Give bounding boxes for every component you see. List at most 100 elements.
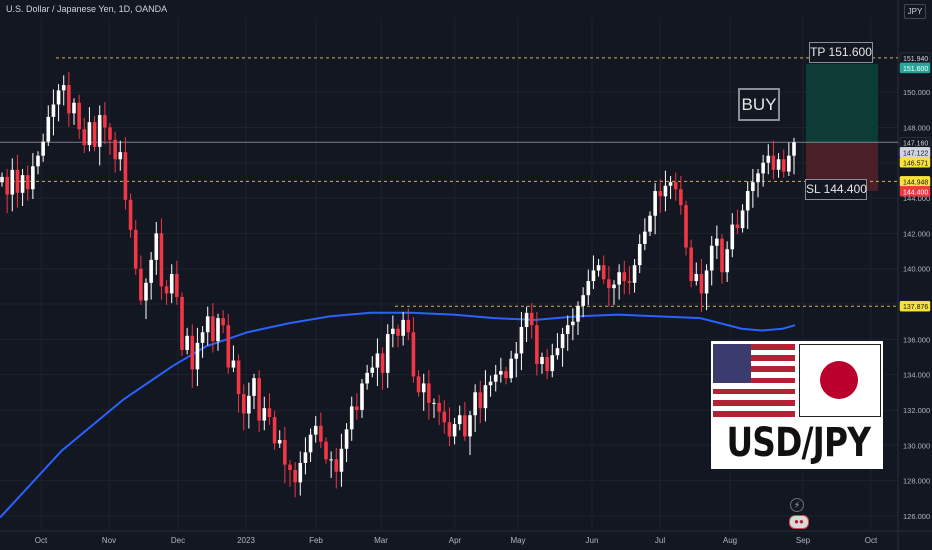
candle [92, 122, 97, 147]
candle [293, 469, 297, 483]
candle [190, 335, 195, 370]
flag-stripe [713, 344, 795, 350]
price-label: 147.122 [903, 150, 928, 157]
candle [540, 356, 544, 365]
candle [504, 371, 508, 379]
horizontal-levels [0, 57, 898, 307]
candle [596, 265, 601, 271]
us-flag-icon [713, 344, 795, 417]
candle [709, 245, 714, 271]
time-axis[interactable]: Oct Nov Dec 2023 Feb Mar Apr May Jun Jul Aug Sep Oct [35, 536, 878, 545]
time-tick-label: Oct [865, 536, 878, 545]
time-tick-label: Aug [723, 536, 737, 545]
candle [380, 353, 385, 373]
candle [401, 319, 405, 336]
candle [77, 102, 81, 130]
candle [704, 270, 709, 294]
flag-stripe [713, 400, 795, 406]
candle [288, 464, 292, 470]
candle [452, 424, 457, 437]
flag-stripe [713, 394, 795, 401]
currency-button[interactable]: JPY [904, 4, 926, 19]
candle [211, 316, 215, 342]
candle [781, 159, 786, 172]
price-label-box [899, 62, 931, 74]
candle [766, 155, 771, 163]
stop-loss-label: SL 144.400 [805, 179, 867, 200]
time-tick-label: Apr [449, 536, 462, 545]
candle [365, 372, 369, 384]
pair-label: USD/JPY [726, 420, 871, 466]
price-tick-label: 136.000 [903, 335, 930, 344]
lightning-icon[interactable]: ⚡ [790, 498, 804, 512]
candle [457, 415, 462, 425]
symbol-title: U.S. Dollar / Japanese Yen, 1D, OANDA [6, 4, 168, 14]
candle [216, 318, 220, 342]
flag-stripe [713, 388, 795, 395]
candle [524, 312, 529, 327]
candle [591, 270, 596, 282]
candle [725, 249, 729, 273]
time-tick-label: Mar [374, 536, 388, 545]
candle [488, 381, 493, 386]
candle [447, 422, 452, 437]
candle [108, 127, 112, 140]
price-tick-label: 140.000 [903, 265, 930, 274]
candle [771, 155, 776, 170]
candle [416, 376, 421, 393]
flag-stripe [713, 383, 795, 389]
candle [0, 176, 4, 183]
position-zones [806, 63, 878, 192]
price-tick-label: 144.000 [903, 194, 930, 203]
candle [164, 286, 169, 294]
candle [31, 166, 35, 190]
price-tick-label: 132.000 [903, 406, 930, 415]
candle [61, 85, 66, 91]
price-tick-label: 142.000 [903, 229, 930, 238]
candle [514, 353, 519, 359]
candle [637, 243, 642, 266]
economic-calendar-icon[interactable]: ●● [789, 515, 809, 529]
flag-stripe [713, 355, 795, 361]
candle [298, 462, 303, 483]
price-label: 137.876 [903, 304, 928, 311]
candle [612, 284, 616, 289]
candle [468, 415, 472, 437]
price-tick-label: 150.000 [903, 88, 930, 97]
candle [565, 325, 570, 335]
time-tick-label: Jul [655, 536, 665, 545]
currency-pair-badge: USD/JPY [711, 341, 883, 469]
candle [622, 272, 627, 282]
candle [427, 383, 431, 403]
candle [15, 169, 20, 193]
price-tick-label: 130.000 [903, 441, 930, 450]
candle [473, 392, 477, 416]
candle [303, 452, 308, 463]
price-axis[interactable]: 126.000 128.000 130.000 132.000 134.000 136.0… [899, 52, 931, 521]
candle [5, 176, 9, 195]
candle [715, 238, 719, 246]
candle [349, 406, 354, 430]
take-profit-zone [806, 63, 878, 143]
candle [406, 319, 411, 333]
candle [396, 328, 400, 336]
candle [10, 169, 15, 195]
price-label: 147.160 [903, 140, 928, 147]
candle [617, 272, 621, 285]
candle [519, 326, 524, 354]
flag-stripe [713, 377, 795, 384]
candle [751, 182, 755, 192]
candle [360, 383, 364, 410]
candle [144, 282, 148, 301]
time-tick-label: 2023 [237, 536, 255, 545]
candle [586, 281, 591, 296]
candle [576, 305, 580, 322]
candle [200, 332, 205, 343]
price-label: 144.400 [903, 189, 928, 196]
candle [82, 129, 87, 146]
candle [529, 312, 534, 326]
candle [67, 85, 71, 114]
candle [560, 334, 565, 349]
